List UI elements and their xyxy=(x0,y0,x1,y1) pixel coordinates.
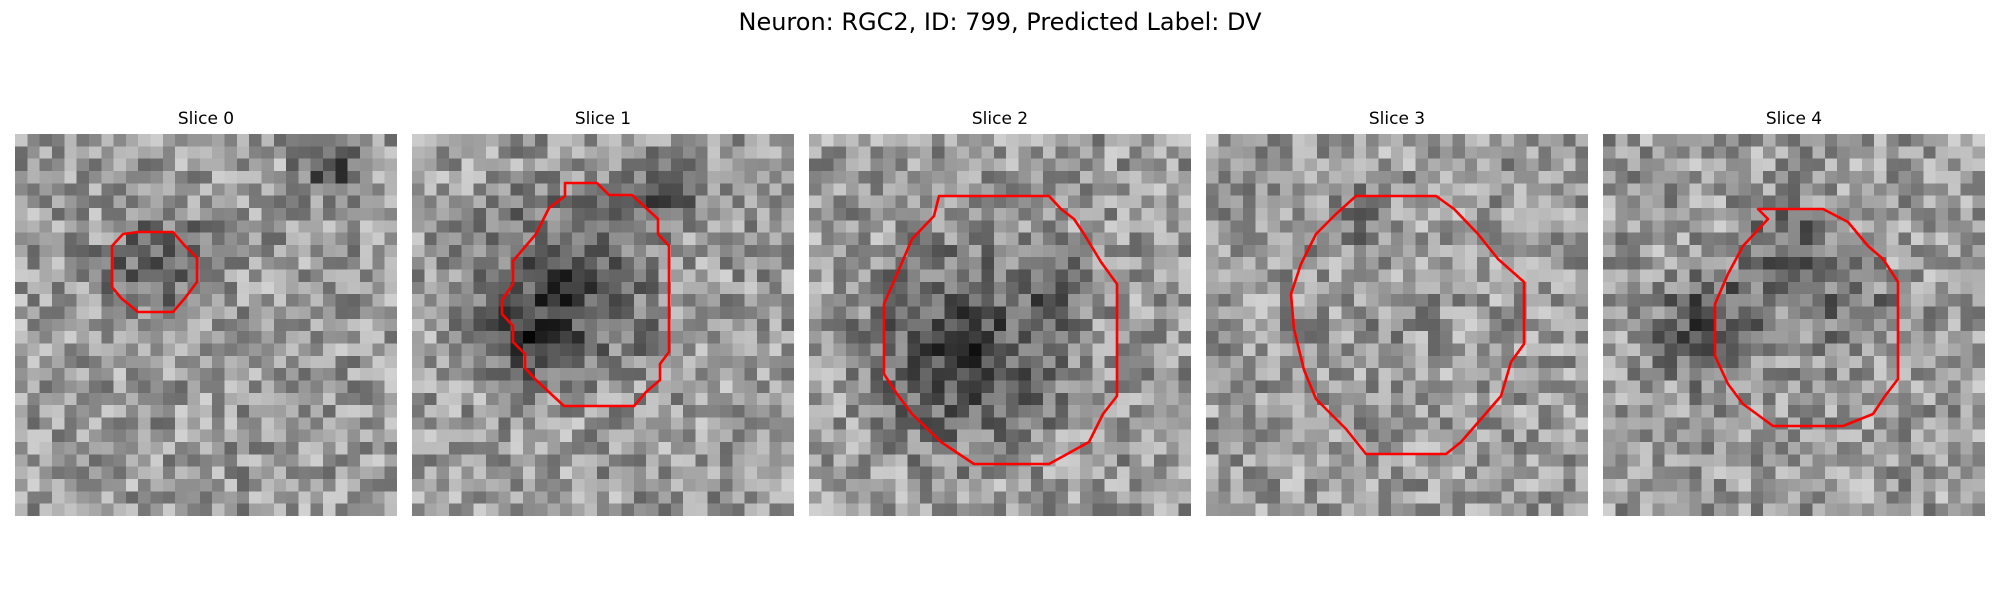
roi-contour-overlay xyxy=(882,194,1119,466)
slice-panel-4: Slice 4 xyxy=(1603,108,1985,516)
slice-title: Slice 4 xyxy=(1765,109,1823,129)
slice-image xyxy=(1603,134,1985,516)
grayscale-slice xyxy=(15,134,397,516)
slice-image xyxy=(15,134,397,516)
slice-title: Slice 1 xyxy=(574,109,632,129)
slice-image xyxy=(1206,134,1588,516)
roi-contour-overlay xyxy=(1713,207,1900,428)
slice-image xyxy=(412,134,794,516)
slice-title: Slice 3 xyxy=(1368,109,1426,129)
grayscale-slice xyxy=(412,134,794,516)
slice-panel-2: Slice 2 xyxy=(809,108,1191,516)
roi-contour xyxy=(500,181,671,408)
slice-panel-0: Slice 0 xyxy=(15,108,397,516)
roi-contour-overlay xyxy=(110,230,199,314)
roi-contour xyxy=(882,194,1119,466)
roi-contour-overlay xyxy=(500,181,671,408)
roi-contour xyxy=(110,230,199,314)
slice-title: Slice 0 xyxy=(177,109,235,129)
roi-contour xyxy=(1289,194,1526,456)
grayscale-slice xyxy=(809,134,1191,516)
figure-title: Neuron: RGC2, ID: 799, Predicted Label: … xyxy=(738,8,1262,36)
slice-image xyxy=(809,134,1191,516)
slice-panel-1: Slice 1 xyxy=(412,108,794,516)
slice-title: Slice 2 xyxy=(971,109,1029,129)
grayscale-slice xyxy=(1603,134,1985,516)
roi-contour xyxy=(1713,207,1900,428)
slice-panel-3: Slice 3 xyxy=(1206,108,1588,516)
roi-contour-overlay xyxy=(1289,194,1526,456)
